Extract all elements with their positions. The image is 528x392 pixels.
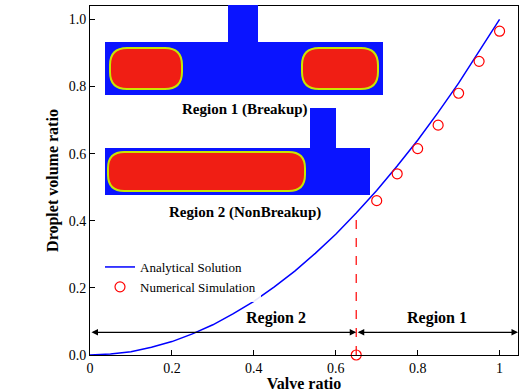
svg-text:Region 1: Region 1 — [407, 309, 467, 327]
svg-text:Analytical Solution: Analytical Solution — [140, 260, 242, 275]
svg-text:0.0: 0.0 — [69, 348, 87, 363]
svg-text:Region 2 (NonBreakup): Region 2 (NonBreakup) — [169, 204, 321, 221]
svg-text:0.2: 0.2 — [69, 281, 87, 296]
svg-text:1: 1 — [496, 361, 503, 376]
svg-text:Droplet volume ratio: Droplet volume ratio — [44, 109, 62, 252]
svg-text:0: 0 — [87, 361, 94, 376]
svg-text:Region 1 (Breakup): Region 1 (Breakup) — [182, 101, 308, 118]
svg-text:0.2: 0.2 — [163, 361, 181, 376]
svg-text:0.6: 0.6 — [69, 147, 87, 162]
svg-text:0.8: 0.8 — [409, 361, 427, 376]
svg-text:0.4: 0.4 — [69, 214, 87, 229]
svg-text:1.0: 1.0 — [69, 12, 87, 27]
svg-text:0.4: 0.4 — [245, 361, 263, 376]
svg-text:Valve ratio: Valve ratio — [267, 375, 342, 392]
svg-text:0.6: 0.6 — [327, 361, 345, 376]
svg-text:Numerical Simulation: Numerical Simulation — [140, 280, 256, 295]
svg-text:0.8: 0.8 — [69, 79, 87, 94]
svg-text:Region 2: Region 2 — [246, 309, 306, 327]
